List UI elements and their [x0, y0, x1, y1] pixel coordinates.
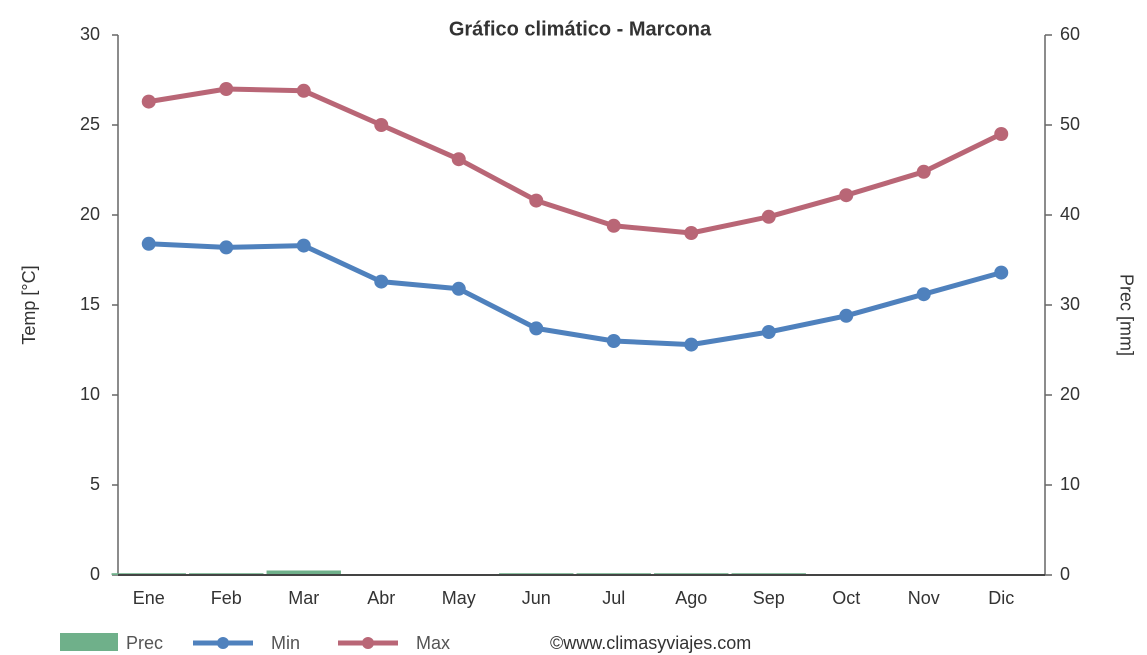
point: [684, 337, 699, 352]
y2-axis-label: Prec [mm]: [1116, 274, 1136, 356]
x-tick-label: Abr: [367, 588, 395, 608]
point: [606, 218, 621, 233]
x-tick-label: Jun: [522, 588, 551, 608]
point: [839, 308, 854, 323]
point: [451, 152, 466, 167]
x-tick-label: Ene: [133, 588, 165, 608]
x-tick-label: Jul: [602, 588, 625, 608]
y-tick-label: 15: [80, 294, 100, 314]
line: [148, 241, 1002, 348]
legend-swatch: [60, 633, 118, 651]
point: [994, 127, 1009, 141]
line: [148, 86, 1003, 236]
x-tick-label: Mar: [288, 588, 319, 608]
point: [994, 265, 1009, 280]
y-tick-label: 5: [90, 474, 100, 494]
point: [141, 94, 156, 109]
point: [219, 240, 234, 255]
y2-tick-label: 10: [1060, 474, 1080, 494]
point: [296, 238, 311, 253]
point: [529, 321, 544, 336]
y-tick-label: 20: [80, 204, 100, 224]
y2-tick-label: 20: [1060, 384, 1080, 404]
y2-tick-label: 50: [1060, 114, 1080, 134]
y-tick-label: 10: [80, 384, 100, 404]
point: [684, 226, 699, 240]
point: [916, 287, 931, 302]
x-tick-label: Oct: [832, 588, 860, 608]
y-tick-label: 30: [80, 24, 100, 44]
point: [374, 118, 389, 132]
point: [141, 236, 156, 251]
legend-swatch: [362, 637, 374, 649]
legend-swatch: [217, 637, 229, 649]
point: [839, 188, 854, 203]
x-tick-label: Nov: [908, 588, 940, 608]
legend-label: Max: [416, 633, 450, 653]
y2-tick-label: 0: [1060, 564, 1070, 584]
point: [296, 83, 311, 98]
point: [761, 209, 776, 224]
bar: [266, 570, 341, 575]
y-tick-label: 25: [80, 114, 100, 134]
x-tick-label: May: [442, 588, 476, 608]
x-tick-label: Ago: [675, 588, 707, 608]
x-tick-label: Dic: [988, 588, 1014, 608]
legend-label: Prec: [126, 633, 163, 653]
point: [529, 193, 544, 208]
source: ©www.climasyviajes.com: [550, 633, 751, 653]
x-tick-label: Feb: [211, 588, 242, 608]
point: [761, 325, 776, 339]
chart-title: Gráfico climático - Marcona: [449, 18, 712, 40]
x-tick-label: Sep: [753, 588, 785, 608]
legend-label: Min: [271, 633, 300, 653]
point: [916, 164, 931, 179]
y2-tick-label: 60: [1060, 24, 1080, 44]
y-axis-label: Temp [°C]: [19, 265, 39, 344]
y-tick-label: 0: [90, 564, 100, 584]
point: [451, 281, 466, 296]
point: [606, 334, 621, 348]
point: [219, 82, 234, 96]
point: [374, 274, 389, 289]
y2-tick-label: 40: [1060, 204, 1080, 224]
y2-tick-label: 30: [1060, 294, 1080, 314]
